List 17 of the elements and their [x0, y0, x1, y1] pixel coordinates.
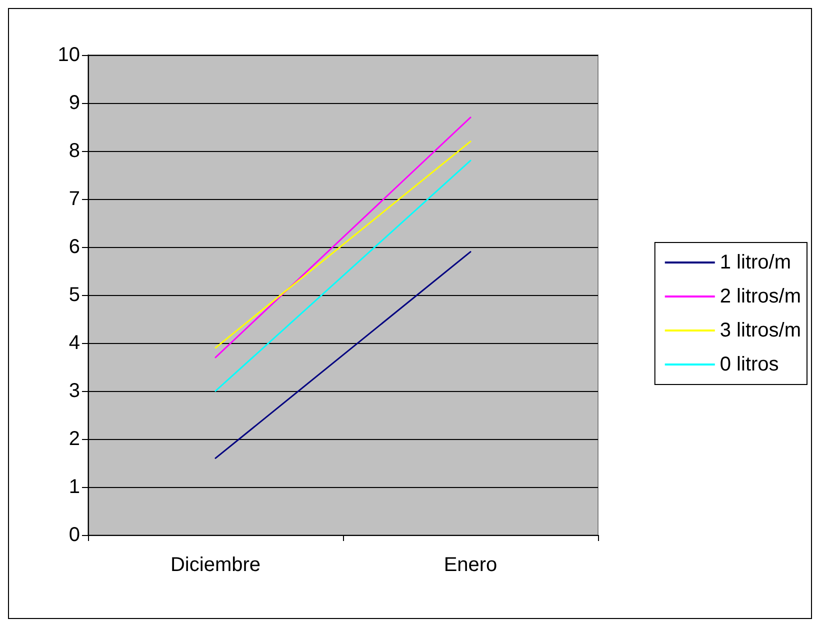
- legend-label: 2 litros/m: [720, 286, 801, 308]
- legend-label: 1 litro/m: [720, 252, 791, 274]
- y-tick-label: 2: [68, 428, 80, 450]
- x-tick-label: Enero: [444, 554, 498, 576]
- y-tick-label: 3: [68, 380, 80, 402]
- y-tick-label: 5: [68, 284, 80, 306]
- y-tick-label: 8: [68, 140, 80, 162]
- legend-label: 3 litros/m: [720, 320, 801, 342]
- y-tick-label: 9: [68, 92, 80, 114]
- y-tick-label: 6: [68, 236, 80, 258]
- legend-label: 0 litros: [720, 354, 779, 376]
- y-tick-label: 1: [68, 476, 80, 498]
- y-tick-label: 0: [68, 524, 80, 546]
- x-tick-label: Diciembre: [170, 554, 261, 576]
- y-tick-label: 10: [58, 44, 80, 66]
- y-tick-label: 7: [68, 188, 80, 210]
- y-tick-label: 4: [68, 332, 80, 354]
